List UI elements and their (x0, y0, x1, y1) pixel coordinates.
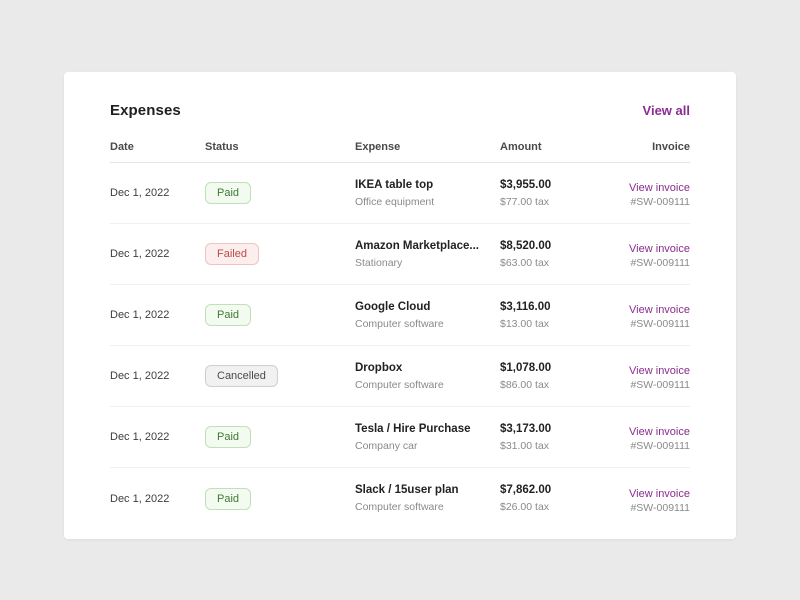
status-cell: Paid (205, 182, 355, 204)
invoice-cell: View invoice #SW-009111 (620, 484, 690, 514)
expense-date: Dec 1, 2022 (110, 187, 170, 199)
card-header: Expenses View all (110, 102, 690, 119)
amount-cell: $3,173.00 $31.00 tax (500, 423, 620, 452)
expense-category: Office equipment (355, 195, 435, 208)
status-badge: Cancelled (205, 365, 278, 387)
view-invoice-link[interactable]: View invoice (629, 182, 690, 194)
expense-cell: Dropbox Computer software (355, 362, 500, 391)
view-invoice-link[interactable]: View invoice (629, 426, 690, 438)
table-header-row: Date Status Expense Amount Invoice (110, 141, 690, 163)
expense-date: Dec 1, 2022 (110, 309, 170, 321)
expense-cell: Slack / 15user plan Computer software (355, 484, 500, 513)
tax-value: $26.00 tax (500, 501, 550, 513)
invoice-number: #SW-009111 (630, 440, 690, 452)
status-badge: Paid (205, 304, 252, 326)
amount-value: $7,862.00 (500, 484, 552, 496)
view-invoice-link[interactable]: View invoice (629, 304, 690, 316)
expense-cell: Amazon Marketplace... Stationary (355, 240, 500, 269)
invoice-number: #SW-009111 (630, 501, 690, 514)
expense-cell: Tesla / Hire Purchase Company car (355, 423, 500, 452)
tax-value: $77.00 tax (500, 195, 550, 208)
status-cell: Paid (205, 304, 355, 326)
expenses-card: Expenses View all Date Status Expense Am… (64, 72, 736, 539)
status-cell: Paid (205, 487, 355, 510)
expense-date: Dec 1, 2022 (110, 248, 170, 260)
expense-name: Tesla / Hire Purchase (355, 422, 471, 435)
table-row: Dec 1, 2022 Failed Amazon Marketplace...… (110, 224, 690, 285)
status-badge: Failed (205, 243, 259, 265)
page-title: Expenses (110, 102, 181, 119)
view-invoice-link[interactable]: View invoice (629, 487, 690, 500)
invoice-number: #SW-009111 (630, 318, 690, 330)
invoice-cell: View invoice #SW-009111 (620, 239, 690, 269)
invoice-number: #SW-009111 (630, 379, 690, 391)
amount-value: $3,116.00 (500, 300, 551, 313)
expense-category: Company car (355, 439, 418, 452)
status-cell: Failed (205, 243, 355, 265)
table-row: Dec 1, 2022 Paid IKEA table top Office e… (110, 163, 690, 224)
expense-name: IKEA table top (355, 178, 434, 191)
amount-value: $1,078.00 (500, 361, 552, 374)
status-badge: Paid (205, 182, 252, 204)
invoice-cell: View invoice #SW-009111 (620, 178, 690, 208)
status-badge: Paid (205, 426, 252, 448)
invoice-cell: View invoice #SW-009111 (620, 361, 690, 391)
expense-name: Google Cloud (355, 300, 431, 313)
view-all-link[interactable]: View all (642, 103, 690, 118)
expense-category: Computer software (355, 501, 444, 513)
amount-cell: $1,078.00 $86.00 tax (500, 362, 620, 391)
expense-date: Dec 1, 2022 (110, 492, 170, 505)
expense-cell: Google Cloud Computer software (355, 301, 500, 330)
table-row: Dec 1, 2022 Paid Tesla / Hire Purchase C… (110, 407, 690, 468)
status-badge: Paid (205, 487, 252, 510)
expense-name: Dropbox (355, 361, 403, 374)
column-header-invoice: Invoice (652, 141, 690, 153)
tax-value: $63.00 tax (500, 256, 550, 269)
expense-name: Slack / 15user plan (355, 484, 459, 496)
status-cell: Paid (205, 426, 355, 448)
expense-name: Amazon Marketplace... (355, 239, 479, 252)
invoice-cell: View invoice #SW-009111 (620, 300, 690, 330)
table-row: Dec 1, 2022 Paid Google Cloud Computer s… (110, 285, 690, 346)
column-header-status: Status (205, 141, 239, 153)
amount-value: $3,955.00 (500, 178, 552, 191)
invoice-cell: View invoice #SW-009111 (620, 422, 690, 452)
tax-value: $13.00 tax (500, 317, 550, 330)
tax-value: $86.00 tax (500, 378, 550, 391)
column-header-expense: Expense (355, 141, 401, 153)
amount-value: $8,520.00 (500, 239, 552, 252)
view-invoice-link[interactable]: View invoice (629, 243, 690, 255)
amount-cell: $3,116.00 $13.00 tax (500, 301, 620, 330)
expense-date: Dec 1, 2022 (110, 431, 170, 443)
table-row: Dec 1, 2022 Paid Slack / 15user plan Com… (110, 468, 690, 529)
amount-cell: $7,862.00 $26.00 tax (500, 484, 620, 513)
expense-category: Stationary (355, 256, 403, 269)
expense-date: Dec 1, 2022 (110, 370, 170, 382)
column-header-amount: Amount (500, 141, 542, 153)
column-header-date: Date (110, 141, 134, 153)
view-invoice-link[interactable]: View invoice (629, 365, 690, 377)
amount-value: $3,173.00 (500, 422, 552, 435)
invoice-number: #SW-009111 (630, 257, 690, 269)
invoice-number: #SW-009111 (630, 196, 690, 208)
table-row: Dec 1, 2022 Cancelled Dropbox Computer s… (110, 346, 690, 407)
expense-category: Computer software (355, 378, 444, 391)
expense-cell: IKEA table top Office equipment (355, 179, 500, 208)
status-cell: Cancelled (205, 365, 355, 387)
expense-category: Computer software (355, 317, 444, 330)
amount-cell: $8,520.00 $63.00 tax (500, 240, 620, 269)
amount-cell: $3,955.00 $77.00 tax (500, 179, 620, 208)
tax-value: $31.00 tax (500, 439, 550, 452)
